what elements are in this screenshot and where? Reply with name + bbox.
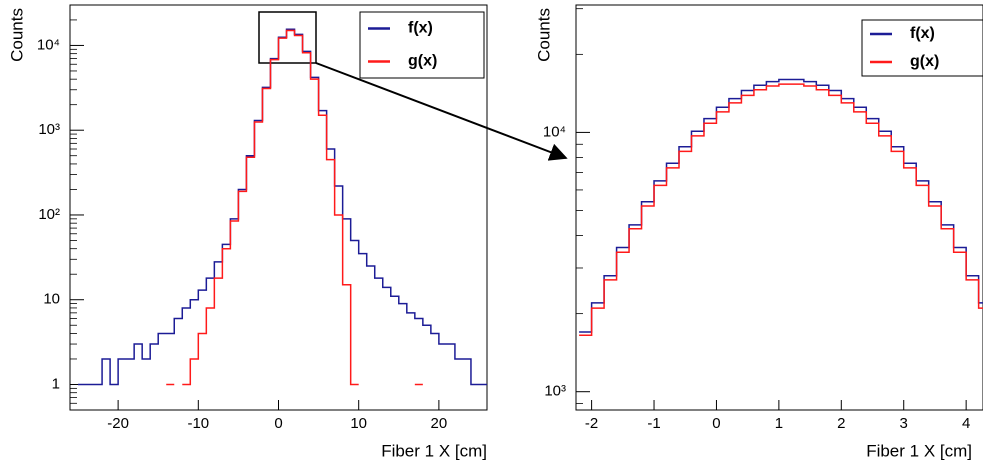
legend-label: g(x) <box>910 53 939 70</box>
zoom-arrow <box>315 62 568 161</box>
legend-box <box>861 19 983 77</box>
y-tick-label: 10² <box>38 206 60 223</box>
zoom-box <box>258 11 317 64</box>
y-tick-label: 10⁴ <box>37 36 60 53</box>
x-tick-label: 3 <box>900 415 908 432</box>
x-axis-title: Fiber 1 X [cm] <box>381 441 487 460</box>
x-tick-label: -20 <box>107 415 129 432</box>
histogram-line <box>78 28 487 386</box>
x-tick-label: 0 <box>712 415 720 432</box>
chart-panel: 1 10 10² 10³ 10⁴ -20 -10 0 10 20 Fiber 1 X [cm] Cou… <box>7 4 488 460</box>
legend-box <box>359 11 485 79</box>
y-axis-title: Counts <box>534 8 553 62</box>
legend-label: g(x) <box>408 53 437 70</box>
x-tick-label: -10 <box>187 415 209 432</box>
legend-label: f(x) <box>408 20 433 37</box>
chart-panel: 10³ 10⁴ -2 -1 0 1 2 3 4 Fiber 1 X [cm] Counts f(x) g… <box>534 4 983 460</box>
histogram-line <box>579 78 983 333</box>
plot-frame <box>575 4 983 411</box>
x-axis-title: Fiber 1 X [cm] <box>866 441 972 460</box>
x-tick-label: 10 <box>350 415 367 432</box>
x-tick-label: 1 <box>775 415 783 432</box>
x-tick-label: 4 <box>962 415 970 432</box>
x-tick-label: -1 <box>647 415 660 432</box>
y-tick-label: 10³ <box>544 383 566 400</box>
legend-label: f(x) <box>910 25 935 42</box>
y-tick-label: 10 <box>43 291 60 308</box>
y-axis-title: Counts <box>7 8 26 62</box>
x-tick-label: 0 <box>274 415 282 432</box>
histogram-line <box>166 29 423 386</box>
x-tick-label: 2 <box>837 415 845 432</box>
y-tick-label: 10⁴ <box>543 123 566 140</box>
x-tick-label: 20 <box>431 415 448 432</box>
y-tick-label: 10³ <box>38 121 60 138</box>
y-tick-label: 1 <box>52 375 60 392</box>
x-tick-label: -2 <box>585 415 598 432</box>
histogram-line <box>579 83 983 337</box>
